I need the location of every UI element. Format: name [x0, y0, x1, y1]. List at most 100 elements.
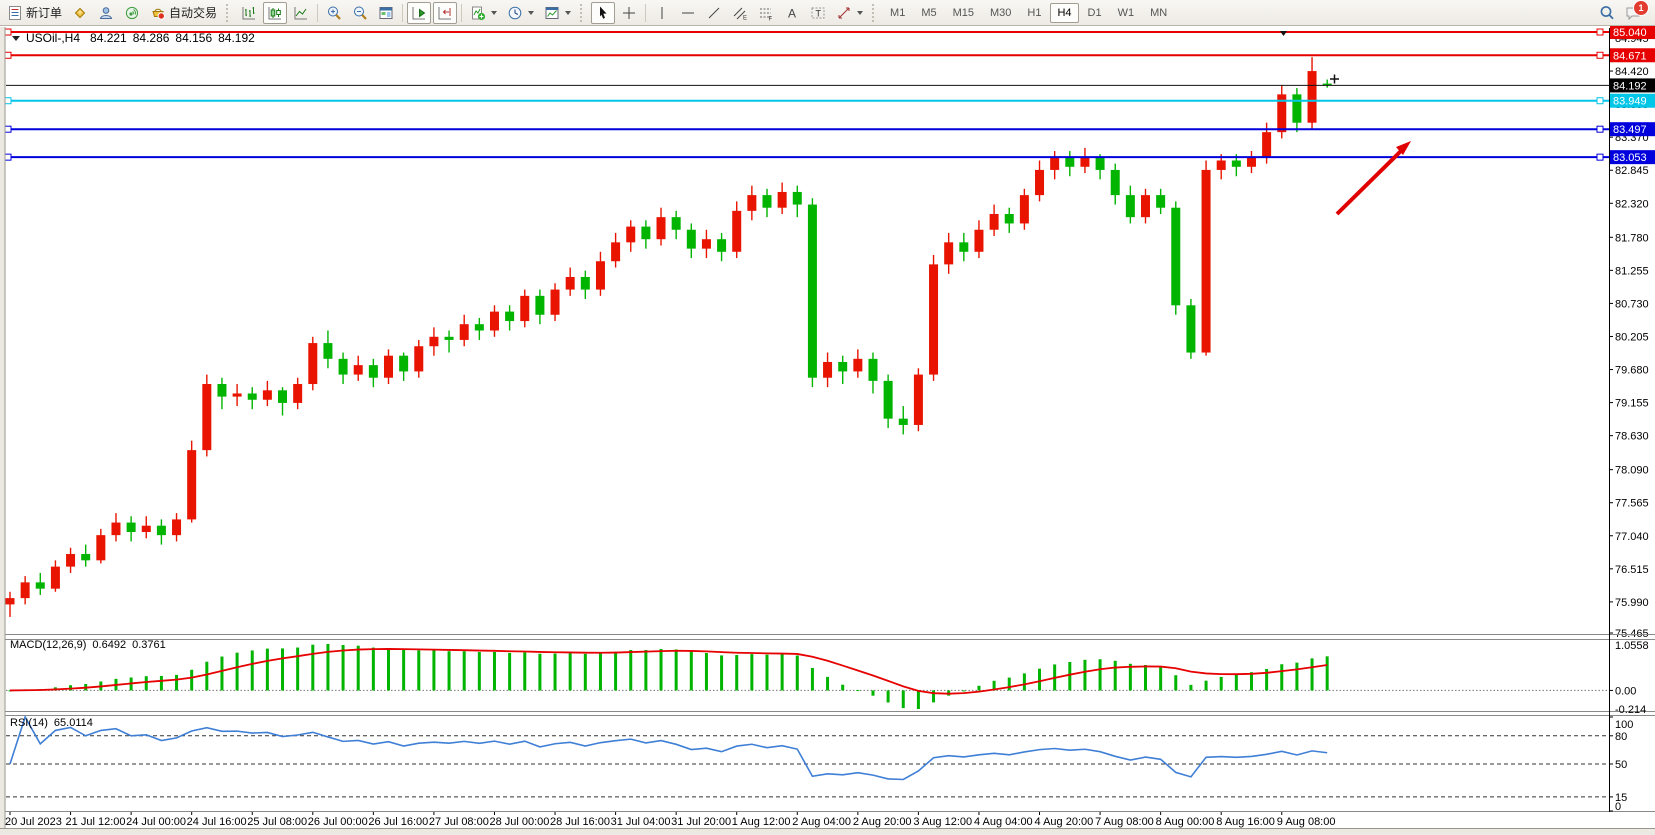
- macd-histogram-bar: [250, 650, 254, 691]
- line-handle[interactable]: [4, 51, 12, 59]
- macd-histogram-bar: [175, 674, 179, 691]
- macd-histogram-bar: [932, 690, 936, 703]
- candle-body: [1262, 132, 1272, 158]
- time-axis-label: 4 Aug 04:00: [974, 816, 1033, 828]
- channel-icon: E: [733, 7, 747, 21]
- indicators-button[interactable]: [466, 2, 501, 24]
- timeframe-h4-button[interactable]: H4: [1050, 2, 1079, 23]
- chart-shift-button[interactable]: [433, 1, 458, 24]
- candle-body: [792, 191, 802, 205]
- macd-histogram-bar: [614, 651, 618, 691]
- line-handle[interactable]: [1596, 125, 1604, 133]
- macd-histogram-bar: [977, 685, 981, 691]
- notification-badge: 1: [1633, 0, 1649, 16]
- timeframe-m15-button[interactable]: M15: [952, 6, 974, 19]
- chevron-down-icon: [565, 10, 572, 15]
- candle-body: [353, 365, 363, 375]
- window-left-border: [0, 27, 5, 829]
- annotation-arrow-head[interactable]: [1396, 141, 1411, 155]
- timeframe-mn-button[interactable]: MN: [1150, 6, 1168, 19]
- candle-body: [323, 343, 333, 359]
- market-watch-button[interactable]: [68, 2, 92, 24]
- periods-button[interactable]: [503, 2, 538, 24]
- new-order-button[interactable]: 新订单: [3, 1, 66, 24]
- macd-indicator-label: MACD(12,26,9) 0.6492 0.3761: [10, 639, 166, 651]
- cursor-tool-button[interactable]: [591, 1, 616, 24]
- candle-body: [520, 295, 530, 322]
- line-handle[interactable]: [4, 125, 12, 133]
- time-axis-label: 26 Jul 00:00: [308, 816, 368, 828]
- trendline-tool-button[interactable]: [702, 2, 726, 24]
- line-handle[interactable]: [4, 153, 12, 161]
- auto-scroll-button[interactable]: [407, 1, 432, 24]
- bar-chart-mode-button[interactable]: [237, 2, 261, 24]
- timeframe-m5-button[interactable]: M5: [921, 6, 937, 19]
- candle-body: [535, 295, 545, 315]
- line-handle[interactable]: [1596, 153, 1604, 161]
- timeframe-w1-button[interactable]: W1: [1117, 6, 1135, 19]
- time-axis-label: 9 Aug 08:00: [1277, 816, 1336, 828]
- price-tick-label: 82.320: [1615, 198, 1649, 210]
- candle-body: [974, 229, 984, 252]
- candle-body: [474, 324, 484, 331]
- toolbar-gripper[interactable]: [226, 3, 232, 22]
- line-handle[interactable]: [1596, 28, 1604, 36]
- chart-title-dropdown-icon[interactable]: [12, 35, 20, 41]
- toolbar-gripper[interactable]: [580, 3, 586, 22]
- line-handle[interactable]: [4, 28, 12, 36]
- equidistant-channel-tool-button[interactable]: E: [728, 2, 752, 24]
- price-tick-label: 76.515: [1615, 564, 1649, 576]
- candle-body: [1035, 169, 1045, 196]
- fibonacci-tool-button[interactable]: F: [754, 2, 778, 24]
- gold-diamond-icon: [74, 7, 86, 18]
- zoom-in-button[interactable]: [322, 2, 346, 24]
- rsi-indicator-label: RSI(14) 65.0114: [10, 717, 93, 729]
- macd-histogram-bar: [720, 655, 724, 691]
- chart-background[interactable]: [0, 26, 1655, 829]
- time-axis-label: 20 Jul 2023: [5, 816, 62, 828]
- crosshair-tool-button[interactable]: [617, 2, 641, 24]
- text-tool-button[interactable]: A: [780, 2, 804, 24]
- timeframe-m1-button[interactable]: M1: [890, 6, 906, 19]
- autotrading-button[interactable]: 自动交易: [146, 1, 221, 24]
- macd-histogram-bar: [1219, 676, 1223, 691]
- clock-icon: [508, 6, 522, 19]
- accounts-button[interactable]: [94, 2, 118, 24]
- template-icon: [545, 6, 559, 19]
- macd-histogram-bar: [871, 690, 875, 696]
- line-handle[interactable]: [1596, 51, 1604, 59]
- toolbar-gripper[interactable]: [872, 3, 878, 22]
- line-handle[interactable]: [1596, 97, 1604, 105]
- zoom-out-button[interactable]: [348, 2, 372, 24]
- candle-body: [777, 191, 787, 208]
- tile-windows-button[interactable]: [374, 2, 398, 24]
- cursor-icon: [600, 6, 607, 19]
- notifications-button[interactable]: 1: [1621, 0, 1649, 24]
- timeframe-h1-button[interactable]: H1: [1027, 6, 1042, 19]
- timeframe-d1-button[interactable]: D1: [1087, 6, 1102, 19]
- candle-body: [338, 358, 348, 375]
- candlestick-mode-button[interactable]: [263, 1, 288, 24]
- arrows-tool-button[interactable]: [832, 2, 867, 24]
- ohlc-low: 84.156: [175, 31, 213, 45]
- annotation-arrow[interactable]: [1335, 144, 1408, 216]
- macd-histogram-bar: [1265, 668, 1269, 691]
- macd-histogram-bar: [704, 653, 708, 691]
- macd-histogram-bar: [265, 648, 269, 691]
- horizontal-line-tool-button[interactable]: [676, 2, 700, 24]
- vertical-line-tool-button[interactable]: [650, 2, 674, 24]
- templates-button[interactable]: [540, 2, 575, 24]
- text-label-tool-button[interactable]: T: [806, 2, 830, 24]
- svg-text:A: A: [788, 6, 796, 20]
- line-handle[interactable]: [4, 97, 12, 105]
- timeframe-m30-button[interactable]: M30: [990, 6, 1012, 19]
- macd-histogram-bar: [644, 649, 648, 691]
- candle-body: [96, 535, 106, 561]
- candle-body: [5, 598, 15, 605]
- signals-button[interactable]: [120, 2, 144, 24]
- search-button[interactable]: [1595, 2, 1619, 24]
- macd-histogram-bar: [795, 655, 799, 691]
- macd-histogram-bar: [780, 654, 784, 691]
- line-chart-mode-button[interactable]: [289, 2, 313, 24]
